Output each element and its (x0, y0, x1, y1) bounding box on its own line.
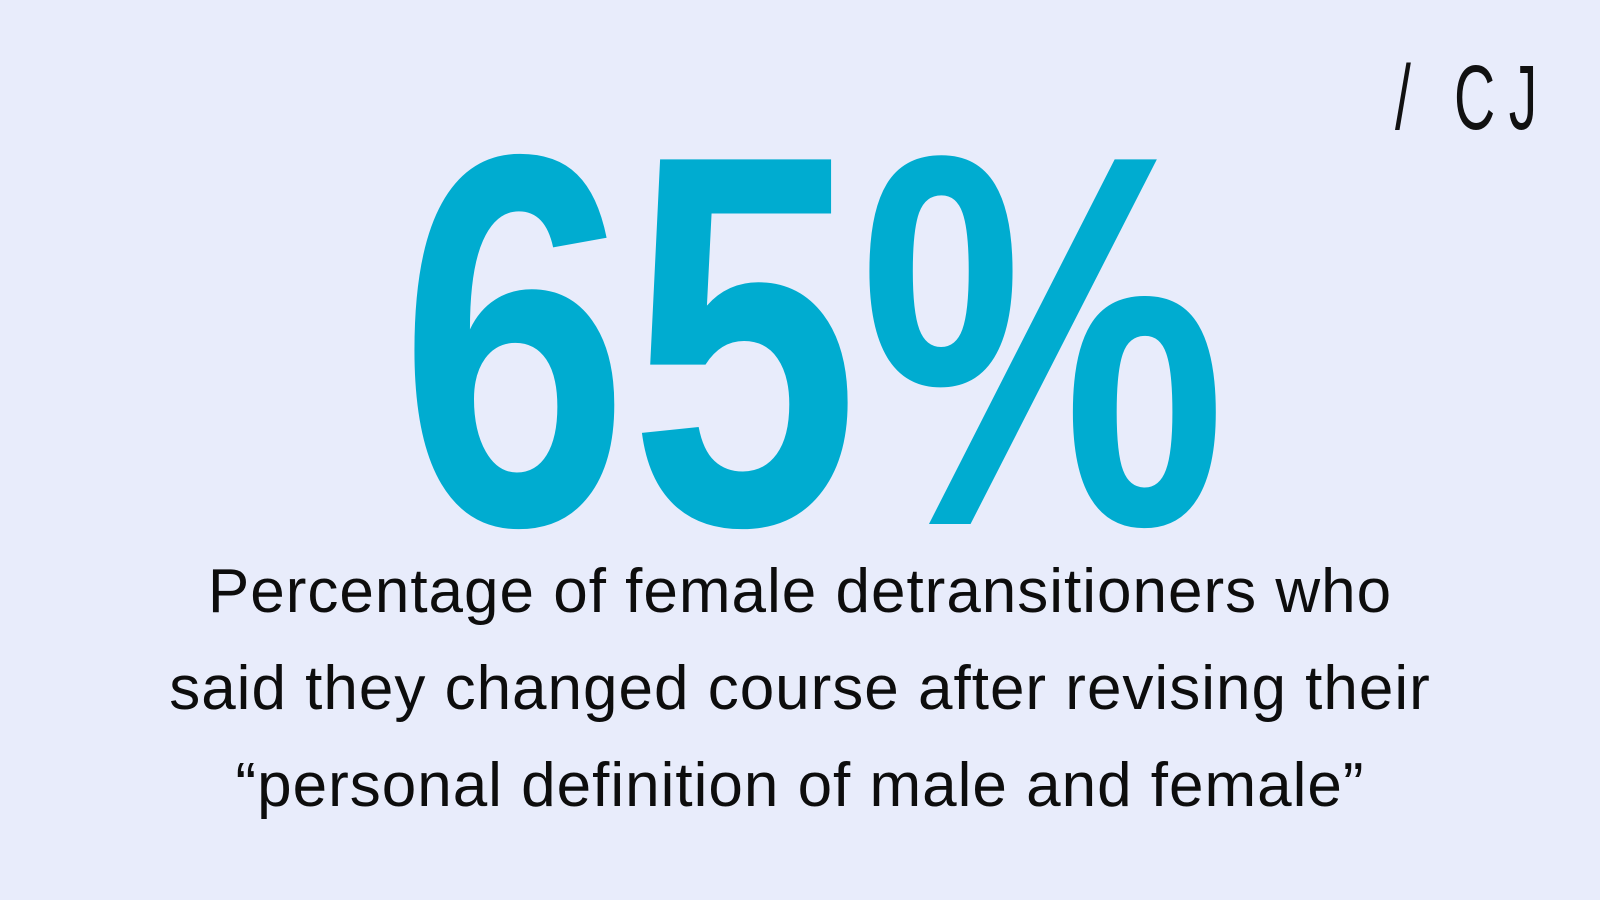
logo: / CJ (1395, 47, 1551, 149)
logo-group: / CJ (1395, 47, 1551, 149)
caption-line: said they changed course after revising … (169, 654, 1431, 723)
stat-group: 65% (399, 45, 1226, 637)
stat-value: 65% (399, 45, 1226, 637)
caption-line: Percentage of female detransitioners who (208, 557, 1392, 626)
caption-line: “personal definition of male and female” (235, 751, 1364, 820)
